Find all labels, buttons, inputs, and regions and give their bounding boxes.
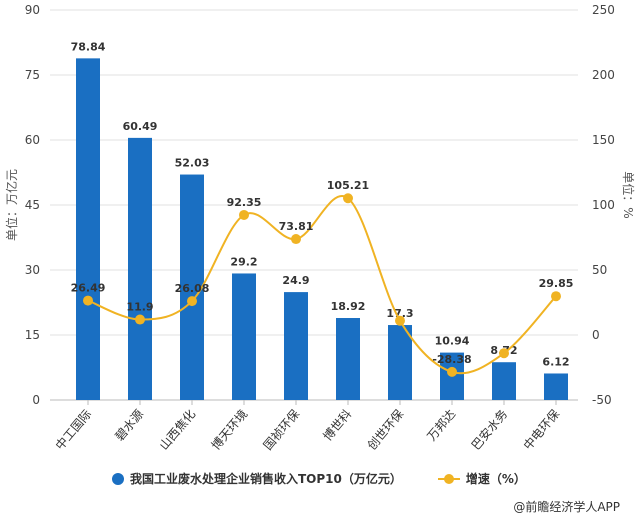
bar-value-label: 29.2: [230, 255, 257, 268]
y-axis-title: 单位：万亿元: [4, 169, 19, 241]
x-tick-label: 中工国际: [52, 406, 94, 452]
bar: [284, 292, 308, 400]
growth-value-label: -28.38: [432, 353, 471, 366]
y2-tick-label: 200: [592, 68, 615, 82]
growth-point: [291, 234, 301, 245]
bar: [336, 318, 360, 400]
bar-value-label: 24.9: [282, 274, 309, 287]
bar-value-label: 6.12: [542, 355, 569, 368]
growth-point: [551, 291, 561, 302]
growth-line: [87, 195, 557, 375]
growth-point: [343, 193, 353, 204]
x-tick-label: 博天环境: [208, 406, 250, 452]
growth-point: [135, 314, 145, 325]
y-tick-label: 30: [25, 263, 40, 277]
y-tick-label: 75: [25, 68, 40, 82]
bar: [180, 174, 204, 400]
y2-tick-label: 0: [592, 328, 600, 342]
y2-axis-title: 单位：%: [621, 171, 636, 218]
y2-tick-label: -50: [592, 393, 612, 407]
y-tick-label: 45: [25, 198, 40, 212]
x-tick-label: 碧水源: [112, 407, 146, 444]
legend-line-swatch: [437, 473, 460, 484]
growth-value-label: 29.85: [539, 277, 574, 290]
growth-point: [187, 296, 197, 307]
bar: [388, 325, 412, 400]
growth-point: [499, 348, 509, 359]
bar: [492, 362, 516, 400]
x-tick-label: 博世科: [320, 406, 355, 443]
growth-point: [83, 295, 93, 306]
legend-bar-label: 我国工业废水处理企业销售收入TOP10（万亿元）: [130, 472, 402, 486]
x-tick-label: 国祯环保: [261, 407, 303, 453]
bar: [128, 137, 152, 401]
x-tick-label: 中电环保: [520, 406, 562, 452]
y2-tick-label: 250: [592, 3, 615, 17]
growth-value-label: 73.81: [279, 220, 314, 233]
growth-value-label: 11.9: [126, 301, 153, 314]
growth-value-label: 26.08: [175, 282, 210, 295]
y-tick-label: 90: [25, 3, 40, 17]
source-label: @前瞻经济学人APP: [513, 500, 620, 514]
bar-value-label: 52.03: [175, 157, 210, 170]
y-tick-label: 60: [25, 133, 40, 147]
bar: [76, 58, 100, 401]
bar-value-label: 18.92: [331, 300, 366, 313]
y2-tick-label: 100: [592, 198, 615, 212]
growth-value-label: 105.21: [327, 179, 369, 192]
legend-bar-swatch: [112, 472, 124, 485]
x-tick-label: 创世环保: [365, 407, 407, 453]
y-tick-label: 15: [25, 328, 40, 342]
bar-value-label: 78.84: [71, 40, 106, 53]
bar: [232, 273, 256, 400]
bar-value-label: 60.49: [123, 120, 158, 133]
legend: 我国工业废水处理企业销售收入TOP10（万亿元） 增速（%）: [112, 470, 526, 487]
growth-point: [395, 315, 405, 326]
growth-point: [447, 366, 457, 377]
y-tick-label: 0: [32, 393, 40, 407]
growth-value-label: 26.49: [71, 282, 106, 295]
legend-line-label: 增速（%）: [465, 472, 526, 486]
x-tick-label: 巴安水务: [468, 406, 510, 452]
bar-value-label: 10.94: [435, 335, 470, 348]
x-tick-label: 万邦达: [424, 407, 458, 444]
growth-value-label: 92.35: [227, 196, 262, 209]
growth-point: [239, 209, 249, 220]
x-tick-label: 山西焦化: [157, 407, 199, 453]
y2-tick-label: 150: [592, 133, 615, 147]
bar-value-label: 17.3: [386, 307, 413, 320]
bar: [544, 373, 568, 400]
y2-tick-label: 50: [592, 263, 607, 277]
